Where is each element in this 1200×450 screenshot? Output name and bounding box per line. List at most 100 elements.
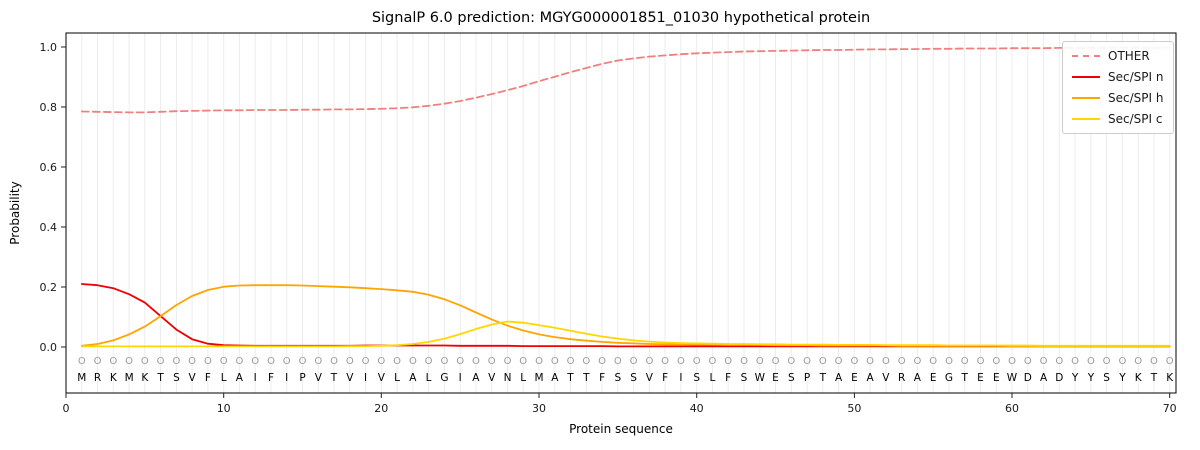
residue-letter: Y	[1087, 372, 1095, 384]
y-tick-label: 0.2	[40, 281, 58, 294]
predicted-label: O	[661, 356, 669, 367]
residue-letter: A	[867, 372, 875, 384]
predicted-label: O	[188, 356, 196, 367]
y-tick-label: 1.0	[40, 41, 58, 54]
residue-letter: F	[205, 372, 211, 384]
legend-label: Sec/SPI n	[1108, 70, 1164, 84]
residue-letter: L	[221, 372, 227, 384]
residue-letter: I	[254, 372, 257, 384]
residue-letter: R	[898, 372, 905, 384]
predicted-label: O	[1071, 356, 1079, 367]
residue-letter: I	[364, 372, 367, 384]
x-tick-label: 30	[532, 402, 546, 415]
gridlines-group	[81, 33, 1171, 393]
residue-letter: G	[945, 372, 953, 384]
residue-letter: A	[409, 372, 417, 384]
residue-letter: S	[630, 372, 637, 384]
predicted-label: O	[1087, 356, 1095, 367]
predicted-label: O	[235, 356, 243, 367]
predicted-label: O	[677, 356, 685, 367]
predicted-label: O	[251, 356, 259, 367]
predicted-label: O	[614, 356, 622, 367]
residue-letter: T	[960, 372, 968, 384]
residue-letter: M	[125, 372, 134, 384]
legend-label: Sec/SPI h	[1108, 91, 1164, 105]
residue-letter: V	[378, 372, 386, 384]
residue-letter: E	[930, 372, 937, 384]
legend-item-sec-spi-c: Sec/SPI c	[1072, 112, 1164, 126]
series-line-other	[80, 47, 1171, 114]
predicted-label: O	[567, 356, 575, 367]
x-tick-label: 20	[374, 402, 388, 415]
residue-letter: M	[77, 372, 86, 384]
residue-letter: V	[488, 372, 496, 384]
predicted-label: O	[898, 356, 906, 367]
series-group	[80, 47, 1171, 348]
predicted-label: O	[1008, 356, 1016, 367]
predicted-label: O	[409, 356, 417, 367]
chart-title: SignalP 6.0 prediction: MGYG000001851_01…	[372, 10, 870, 26]
residue-letter: I	[459, 372, 462, 384]
y-tick-label: 0.4	[40, 221, 58, 234]
x-tick-label: 60	[1005, 402, 1019, 415]
legend: OTHER Sec/SPI n Sec/SPI h Sec/SPI c	[1062, 41, 1174, 134]
residue-letter: A	[551, 372, 559, 384]
legend-line-sample	[1072, 76, 1100, 78]
predicted-label: O	[267, 356, 275, 367]
predicted-label: O	[314, 356, 322, 367]
residue-letter: V	[189, 372, 197, 384]
predicted-label: O	[299, 356, 307, 367]
predicted-label: O	[1150, 356, 1158, 367]
residue-letter: W	[755, 372, 766, 384]
predicted-label: O	[157, 356, 165, 367]
predicted-label: O	[882, 356, 890, 367]
predicted-label: O	[772, 356, 780, 367]
x-tick-label: 10	[217, 402, 231, 415]
residue-letter: Y	[1118, 372, 1126, 384]
residue-letter: E	[993, 372, 1000, 384]
predicted-label: O	[693, 356, 701, 367]
residue-letter: A	[472, 372, 480, 384]
residue-letter: V	[882, 372, 890, 384]
predicted-label: O	[125, 356, 133, 367]
residue-letter: A	[835, 372, 843, 384]
residue-letter: G	[440, 372, 448, 384]
legend-line-sample	[1072, 118, 1100, 120]
y-tick-label: 0.8	[40, 101, 58, 114]
plot-border	[65, 32, 1177, 394]
predicted-label: O	[756, 356, 764, 367]
predicted-label: O	[819, 356, 827, 367]
residue-letter: R	[94, 372, 101, 384]
residue-letter: F	[599, 372, 605, 384]
residue-letter: N	[504, 372, 512, 384]
predicted-label: O	[551, 356, 559, 367]
predicted-label: O	[866, 356, 874, 367]
residue-letter: L	[520, 372, 526, 384]
predicted-label: O	[708, 356, 716, 367]
residue-letter: L	[426, 372, 432, 384]
predicted-label: O	[1103, 356, 1111, 367]
predicted-label: O	[1055, 356, 1063, 367]
residue-letter: I	[285, 372, 288, 384]
predicted-label: O	[472, 356, 480, 367]
residue-letter: T	[1150, 372, 1158, 384]
legend-label: Sec/SPI c	[1108, 112, 1163, 126]
predicted-label: O	[977, 356, 985, 367]
predicted-label: O	[362, 356, 370, 367]
predicted-label: O	[204, 356, 212, 367]
legend-label: OTHER	[1108, 49, 1150, 63]
predicted-label: O	[425, 356, 433, 367]
predicted-label: O	[440, 356, 448, 367]
predicted-label: O	[519, 356, 527, 367]
residue-letter: T	[582, 372, 590, 384]
predicted-label: O	[1118, 356, 1126, 367]
y-tick-label: 0.0	[40, 341, 58, 354]
predicted-label: O	[724, 356, 732, 367]
y-axis-label: Probability	[8, 181, 22, 244]
residue-letter: T	[156, 372, 164, 384]
predicted-label: O	[456, 356, 464, 367]
axis-ticks-group: 0.0 0.2 0.4 0.6 0.8 1.0 0 10 20 30 40 50 60 70	[40, 41, 1177, 415]
predicted-label: O	[283, 356, 291, 367]
